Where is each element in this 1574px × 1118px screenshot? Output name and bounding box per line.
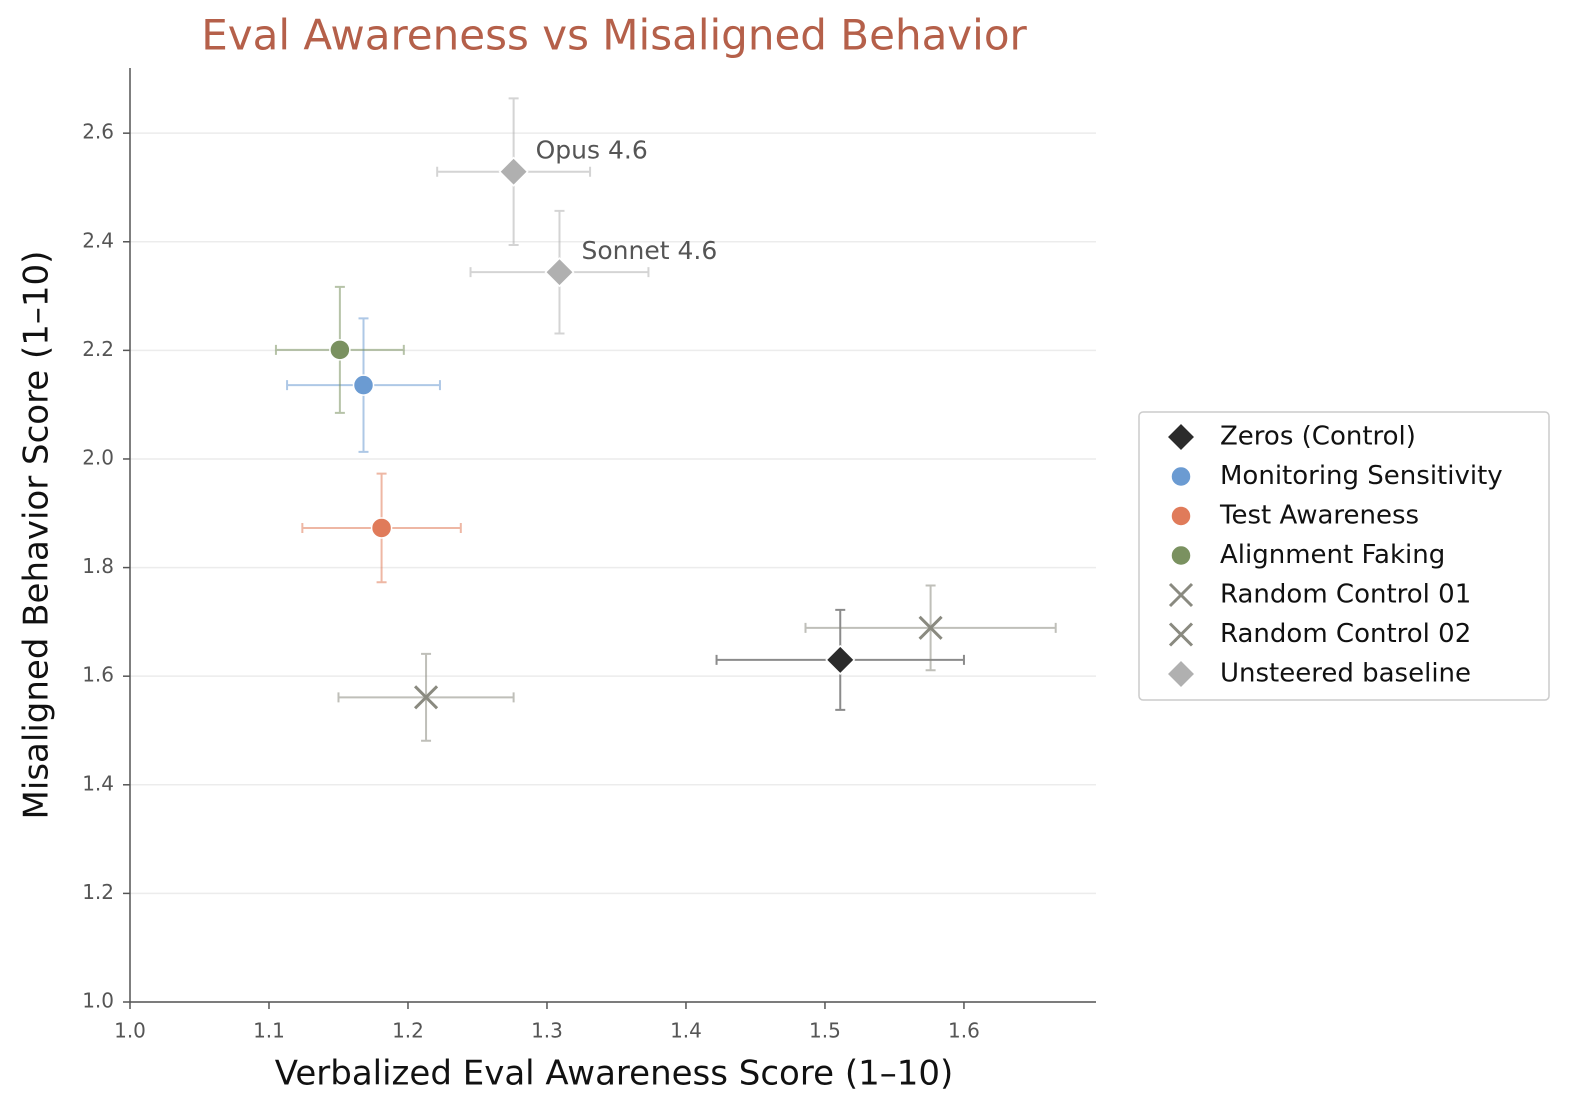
legend-label: Alignment Faking	[1220, 540, 1445, 570]
legend-marker	[1168, 582, 1194, 608]
point	[544, 257, 575, 288]
legend-label: Test Awareness	[1219, 501, 1419, 531]
x-axis-label: Verbalized Eval Awareness Score (1–10)	[275, 1054, 954, 1094]
x-tick-label: 1.2	[392, 1019, 424, 1043]
legend-label: Random Control 02	[1220, 619, 1471, 649]
legend-marker	[1165, 658, 1197, 690]
legend-marker	[1170, 505, 1192, 527]
point	[370, 517, 393, 539]
legend-box	[1138, 411, 1550, 701]
y-tick-label: 2.2	[82, 337, 114, 361]
legend-marker	[1165, 421, 1197, 453]
y-tick-label: 1.0	[82, 989, 114, 1013]
y-tick-label: 1.6	[82, 663, 114, 687]
point	[825, 644, 856, 675]
x-tick-label: 1.0	[114, 1019, 146, 1043]
point	[413, 685, 439, 710]
point	[918, 615, 943, 640]
legend-marker	[1170, 544, 1192, 567]
chart-title: Eval Awareness vs Misaligned Behavior	[201, 11, 1027, 60]
y-tick-label: 1.4	[82, 771, 114, 795]
legend-marker	[1170, 465, 1192, 488]
x-tick-label: 1.5	[809, 1019, 841, 1043]
legend-label: Random Control 01	[1220, 580, 1471, 610]
y-axis-label: Misaligned Behavior Score (1–10)	[17, 251, 57, 820]
x-tick-label: 1.4	[670, 1019, 702, 1043]
x-tick-label: 1.3	[531, 1019, 563, 1043]
x-tick-label: 1.6	[948, 1019, 980, 1043]
y-tick-label: 2.6	[82, 120, 114, 144]
y-tick-label: 1.8	[82, 554, 114, 578]
point-label: Sonnet 4.6	[581, 236, 717, 265]
y-tick-label: 2.0	[82, 445, 114, 469]
y-tick-label: 1.2	[82, 880, 114, 904]
legend-label: Zeros (Control)	[1220, 422, 1416, 452]
x-tick-label: 1.1	[253, 1019, 285, 1043]
y-tick-label: 2.4	[82, 228, 114, 252]
point-label: Opus 4.6	[536, 136, 648, 165]
point	[329, 339, 351, 361]
legend-label: Unsteered baseline	[1220, 659, 1471, 689]
point	[498, 156, 529, 187]
point	[352, 374, 375, 396]
legend: Zeros (Control) Monitoring Sensitivity Tes…	[1138, 411, 1550, 701]
legend-marker	[1168, 622, 1194, 647]
legend-label: Monitoring Sensitivity	[1220, 461, 1503, 491]
